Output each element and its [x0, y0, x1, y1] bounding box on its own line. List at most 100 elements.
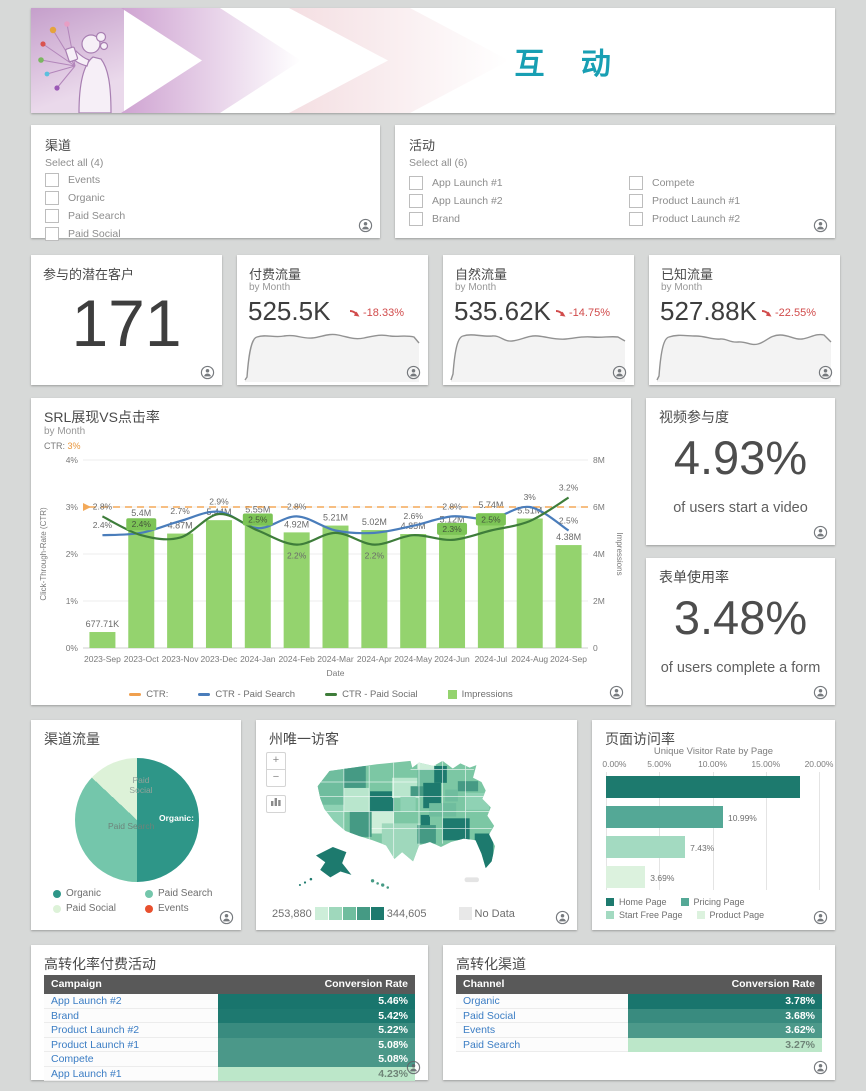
table-row[interactable]: Organic 3.78%	[456, 994, 822, 1009]
impressions-bar[interactable]	[555, 545, 582, 648]
row-name-cell[interactable]: Product Launch #2	[44, 1023, 219, 1038]
checkbox[interactable]	[45, 173, 59, 187]
checkbox-option-app-launch-2[interactable]: App Launch #2	[409, 194, 615, 208]
checkbox-label[interactable]: Events	[68, 174, 101, 186]
impressions-bar[interactable]	[361, 530, 388, 648]
checkbox[interactable]	[409, 176, 423, 190]
checkbox-label[interactable]: Compete	[652, 177, 695, 189]
checkbox-option-app-launch-1[interactable]: App Launch #1	[409, 176, 615, 190]
person-icon[interactable]	[200, 365, 215, 380]
person-icon[interactable]	[813, 685, 828, 700]
person-icon[interactable]	[813, 218, 828, 233]
person-icon[interactable]	[818, 365, 833, 380]
person-icon[interactable]	[609, 685, 624, 700]
impressions-bar[interactable]	[128, 521, 155, 648]
row-name-cell[interactable]: Organic	[456, 994, 629, 1009]
checkbox-label[interactable]: Brand	[432, 213, 461, 225]
checkbox-option-events[interactable]: Events	[45, 173, 380, 187]
bar[interactable]	[606, 866, 646, 888]
person-icon[interactable]	[813, 1060, 828, 1075]
table-row[interactable]: Paid Social 3.68%	[456, 1008, 822, 1023]
table-row[interactable]: Product Launch #2 5.22%	[44, 1023, 415, 1038]
table-row[interactable]: Paid Search 3.27%	[456, 1037, 822, 1052]
person-icon[interactable]	[358, 218, 373, 233]
checkbox[interactable]	[45, 227, 59, 241]
impressions-bar[interactable]	[167, 533, 194, 648]
select-all-label[interactable]: Select all (4)	[45, 157, 104, 169]
checkbox-label[interactable]: Paid Social	[68, 228, 121, 240]
checkbox-label[interactable]: Organic	[68, 192, 105, 204]
row-name-cell[interactable]: App Launch #2	[44, 994, 219, 1009]
svg-text:2.9%: 2.9%	[209, 497, 229, 507]
person-icon[interactable]	[612, 365, 627, 380]
bar-plot[interactable]: 18.23%10.99% 7.43% 3.69%	[606, 772, 820, 890]
select-all-label[interactable]: Select all (6)	[409, 157, 468, 169]
checkbox-label[interactable]: App Launch #1	[432, 177, 503, 189]
impressions-bar[interactable]	[516, 518, 543, 648]
row-value-cell: 3.78%	[628, 994, 822, 1009]
person-icon[interactable]	[813, 525, 828, 540]
row-name-cell[interactable]: Brand	[44, 1008, 219, 1023]
checkbox[interactable]	[45, 209, 59, 223]
person-icon[interactable]	[406, 365, 421, 380]
impressions-bar[interactable]	[283, 532, 310, 648]
table-row[interactable]: Brand 5.42%	[44, 1008, 415, 1023]
table-row[interactable]: Events 3.62%	[456, 1023, 822, 1038]
checkbox-label[interactable]: Paid Search	[68, 210, 126, 222]
checkbox-option-paid-social[interactable]: Paid Social	[45, 227, 380, 241]
impressions-bar[interactable]	[205, 520, 232, 648]
map-lasso-button[interactable]	[266, 795, 286, 813]
bar[interactable]	[606, 806, 724, 828]
checkbox-label[interactable]: Product Launch #1	[652, 195, 741, 207]
table-row[interactable]: App Launch #2 5.46%	[44, 994, 415, 1009]
ctr-paid-social-line[interactable]	[101, 496, 570, 546]
checkbox[interactable]	[629, 212, 643, 226]
header-banner: 互 动	[31, 8, 835, 113]
checkbox-option-brand[interactable]: Brand	[409, 212, 615, 226]
person-icon[interactable]	[555, 910, 570, 925]
table-row[interactable]: App Launch #1 4.23%	[44, 1066, 415, 1081]
impressions-bar[interactable]	[477, 513, 504, 648]
impressions-bar[interactable]	[400, 534, 427, 648]
checkbox-option-product-launch-1[interactable]: Product Launch #1	[629, 194, 835, 208]
checkbox-label[interactable]: Product Launch #2	[652, 213, 741, 225]
table-row[interactable]: Compete 5.08%	[44, 1052, 415, 1067]
checkbox-label[interactable]: App Launch #2	[432, 195, 503, 207]
table-row[interactable]: Product Launch #1 5.08%	[44, 1037, 415, 1052]
checkbox[interactable]	[409, 194, 423, 208]
checkbox-option-paid-search[interactable]: Paid Search	[45, 209, 380, 223]
row-name-cell[interactable]: Compete	[44, 1052, 219, 1067]
person-icon[interactable]	[406, 1060, 421, 1075]
chart-title: SRL展现VS点击率	[44, 409, 160, 425]
combo-chart-plot[interactable]: 0% 0 1% 2M 2% 4M 3% 6M 4% 8M Click-Through-Rate (C…	[36, 452, 624, 691]
bar-row-pricing-page[interactable]: 10.99%	[606, 806, 819, 828]
impressions-bar[interactable]	[244, 517, 271, 648]
slicer-title: 活动	[409, 138, 436, 153]
bar[interactable]	[606, 836, 686, 858]
impressions-bar[interactable]	[322, 525, 349, 648]
bar-row-home-page[interactable]: 18.23%	[606, 776, 819, 815]
checkbox[interactable]	[629, 176, 643, 190]
checkbox-option-compete[interactable]: Compete	[629, 176, 835, 190]
checkbox[interactable]	[45, 191, 59, 205]
us-choropleth-map[interactable]	[274, 744, 564, 896]
person-icon[interactable]	[219, 910, 234, 925]
row-name-cell[interactable]: Product Launch #1	[44, 1037, 219, 1052]
map-zoom-out-button[interactable]: −	[266, 769, 286, 787]
row-name-cell[interactable]: Paid Search	[456, 1037, 629, 1052]
checkbox[interactable]	[629, 194, 643, 208]
row-name-cell[interactable]: Events	[456, 1023, 629, 1038]
bar-row-product-page[interactable]: 3.69%	[606, 866, 819, 888]
person-icon[interactable]	[813, 910, 828, 925]
row-name-cell[interactable]: App Launch #1	[44, 1066, 219, 1081]
checkbox-option-product-launch-2[interactable]: Product Launch #2	[629, 212, 835, 226]
row-name-cell[interactable]: Paid Social	[456, 1008, 629, 1023]
impressions-bar[interactable]	[439, 527, 466, 648]
map-zoom-in-button[interactable]: +	[266, 752, 286, 769]
bar-row-start-free-page[interactable]: 7.43%	[606, 836, 819, 858]
pie-chart[interactable]	[75, 758, 199, 882]
checkbox-option-organic[interactable]: Organic	[45, 191, 380, 205]
impressions-bar[interactable]	[89, 632, 116, 648]
checkbox[interactable]	[409, 212, 423, 226]
bar[interactable]	[606, 776, 801, 798]
